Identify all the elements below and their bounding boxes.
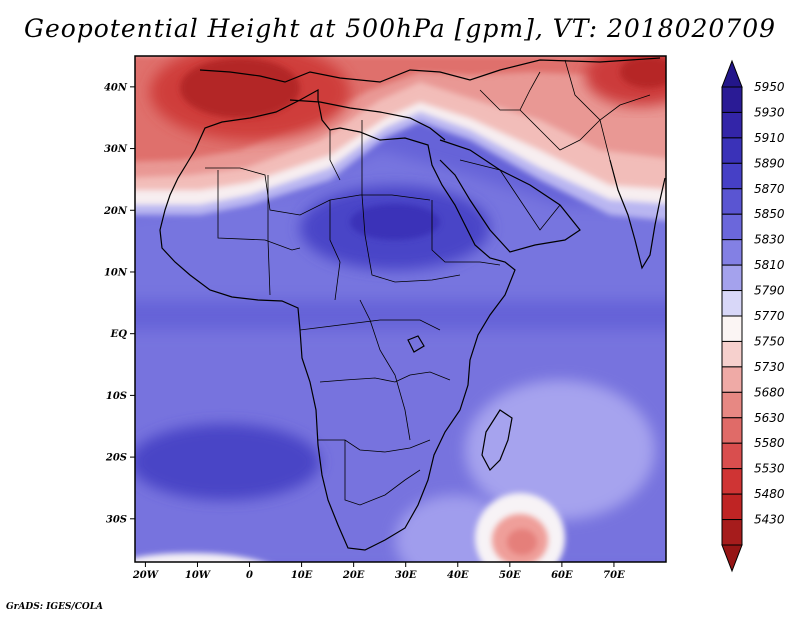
colorbar: 5950 5930 5910 5890 5870 5850 5830 5810 5790 5770… [721,59,785,573]
india-coastline [609,159,666,270]
colorbar-label: 5770 [754,309,785,323]
madagascar-coastline [481,409,513,471]
colorbar-top-arrow [721,59,743,88]
colorbar-swatch [721,188,743,215]
colorbar-label: 5870 [754,182,785,196]
colorbar-label: 5910 [754,131,785,145]
colorbar-swatch [721,290,743,317]
lon-tick-label: 70E [603,570,625,581]
europe-coastline [199,57,661,83]
lon-tick-label: 0 [246,570,253,581]
colorbar-swatch [721,366,743,393]
colorbar-label: 5830 [754,233,785,247]
lon-tick-label: 20E [342,570,365,581]
lake-victoria [407,335,425,353]
colorbar-swatch [721,417,743,444]
colorbar-swatch [721,111,743,139]
grads-credit: GrADS: IGES/COLA [6,602,104,612]
lon-tick-label: 20W [132,570,160,581]
colorbar-swatch [721,239,743,266]
colorbar-swatch [721,391,743,419]
colorbar-label: 5810 [754,258,785,272]
lat-tick-label: 30N [104,144,128,155]
lat-tick-label: 20N [103,206,128,217]
lat-tick-label: 10N [104,267,128,278]
lat-tick-label: 20S [105,453,127,464]
colorbar-label: 5530 [754,462,785,476]
lon-tick-label: 30E [395,570,417,581]
map-title: Geopotential Height at 500hPa [gpm], VT:… [23,14,777,43]
colorbar-swatch [721,468,743,495]
colorbar-label: 5430 [754,513,785,527]
colorbar-label: 5950 [754,80,785,94]
height-field [135,56,666,562]
colorbar-bottom-arrow [721,544,743,573]
colorbar-swatch [721,137,743,164]
lon-tick-label: 40E [447,570,469,581]
colorbar-label: 5850 [754,207,785,221]
africa-coastline [159,88,516,551]
colorbar-label: 5630 [754,411,785,425]
colorbar-label: 5750 [754,334,785,348]
country-borders [205,59,651,506]
colorbar-swatch [721,213,743,241]
colorbar-label: 5890 [754,156,785,170]
colorbar-label: 5480 [754,487,785,501]
colorbar-swatch [721,86,743,113]
colorbar-label: 5930 [754,105,785,119]
colorbar-swatch [721,340,743,368]
colorbar-label: 5790 [754,284,785,298]
lon-tick-label: 50E [499,570,521,581]
colorbar-swatch [721,519,743,546]
colorbar-swatch [721,442,743,470]
lat-tick-label: 10S [106,391,127,402]
lon-tick-label: 10W [185,570,212,581]
plot-frame [134,55,667,563]
colorbar-swatch [721,264,743,292]
colorbar-label: 5580 [754,436,785,450]
mediterranean-coast [289,99,446,141]
lon-tick-label: 60E [551,570,573,581]
map-axes: 40N 30N 20N 10N EQ 10S 20S 30S 20W 10W 0 10E 20E 30E 4… [103,82,625,581]
colorbar-swatch [721,315,743,342]
colorbar-swatch [721,162,743,190]
colorbar-swatch [721,493,743,521]
lat-tick-label: 40N [104,82,128,93]
lon-tick-label: 10E [291,570,313,581]
lat-tick-label: EQ [110,329,128,340]
colorbar-label: 5730 [754,360,785,374]
lat-tick-label: 30S [106,514,127,525]
colorbar-label: 5680 [754,385,785,399]
